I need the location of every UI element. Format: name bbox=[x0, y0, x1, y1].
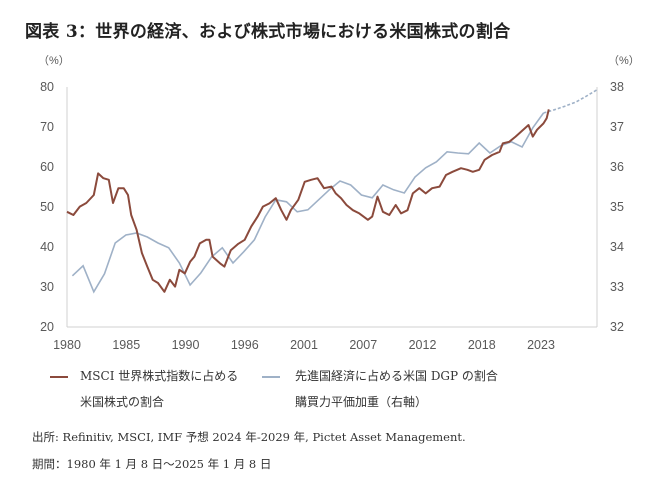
legend-swatch-gdp bbox=[262, 376, 280, 378]
legend-msci-line1: MSCI 世界株式指数に占める bbox=[80, 369, 239, 383]
right-tick-label: 32 bbox=[610, 320, 624, 334]
left-tick-label: 80 bbox=[40, 80, 54, 94]
source-note: 出所: Refinitiv, MSCI, IMF 予想 2024 年-2029 … bbox=[32, 430, 466, 444]
period-note: 期間：1980 年 1 月 8 日〜2025 年 1 月 8 日 bbox=[32, 457, 272, 471]
legend-gdp-line1: 先進国経済に占める米国 DGP の割合 bbox=[295, 369, 498, 383]
left-tick-label: 20 bbox=[40, 320, 54, 334]
right-tick-label: 33 bbox=[610, 280, 624, 294]
gdp-share-line bbox=[71, 112, 545, 294]
chart-title: 図表 3：世界の経済、および株式市場における米国株式の割合 bbox=[25, 22, 511, 42]
right-tick-label: 37 bbox=[610, 120, 624, 134]
x-tick-label: 1980 bbox=[53, 338, 81, 352]
left-axis-unit: （%） bbox=[38, 54, 70, 67]
left-tick-label: 30 bbox=[40, 280, 54, 294]
right-tick-label: 36 bbox=[610, 160, 624, 174]
x-tick-label: 2018 bbox=[468, 338, 496, 352]
left-tick-label: 40 bbox=[40, 240, 54, 254]
x-tick-label: 1985 bbox=[112, 338, 140, 352]
right-axis-unit: （%） bbox=[608, 54, 640, 67]
x-tick-label: 2007 bbox=[349, 338, 377, 352]
left-tick-label: 50 bbox=[40, 200, 54, 214]
legend-msci-line2: 米国株式の割合 bbox=[80, 395, 165, 409]
x-tick-label: 2001 bbox=[290, 338, 318, 352]
legend-swatch-msci bbox=[50, 376, 68, 378]
x-tick-label: 2023 bbox=[527, 338, 555, 352]
right-tick-label: 34 bbox=[610, 240, 624, 254]
msci-us-share-line bbox=[66, 109, 550, 293]
x-tick-label: 2012 bbox=[409, 338, 437, 352]
legend-gdp-line2: 購買力平価加重（右軸） bbox=[295, 395, 428, 409]
gdp-share-projection-line bbox=[543, 89, 598, 114]
left-tick-label: 70 bbox=[40, 120, 54, 134]
x-tick-label: 1990 bbox=[172, 338, 200, 352]
right-tick-label: 35 bbox=[610, 200, 624, 214]
right-tick-label: 38 bbox=[610, 80, 624, 94]
left-tick-label: 60 bbox=[40, 160, 54, 174]
x-tick-label: 1996 bbox=[231, 338, 259, 352]
